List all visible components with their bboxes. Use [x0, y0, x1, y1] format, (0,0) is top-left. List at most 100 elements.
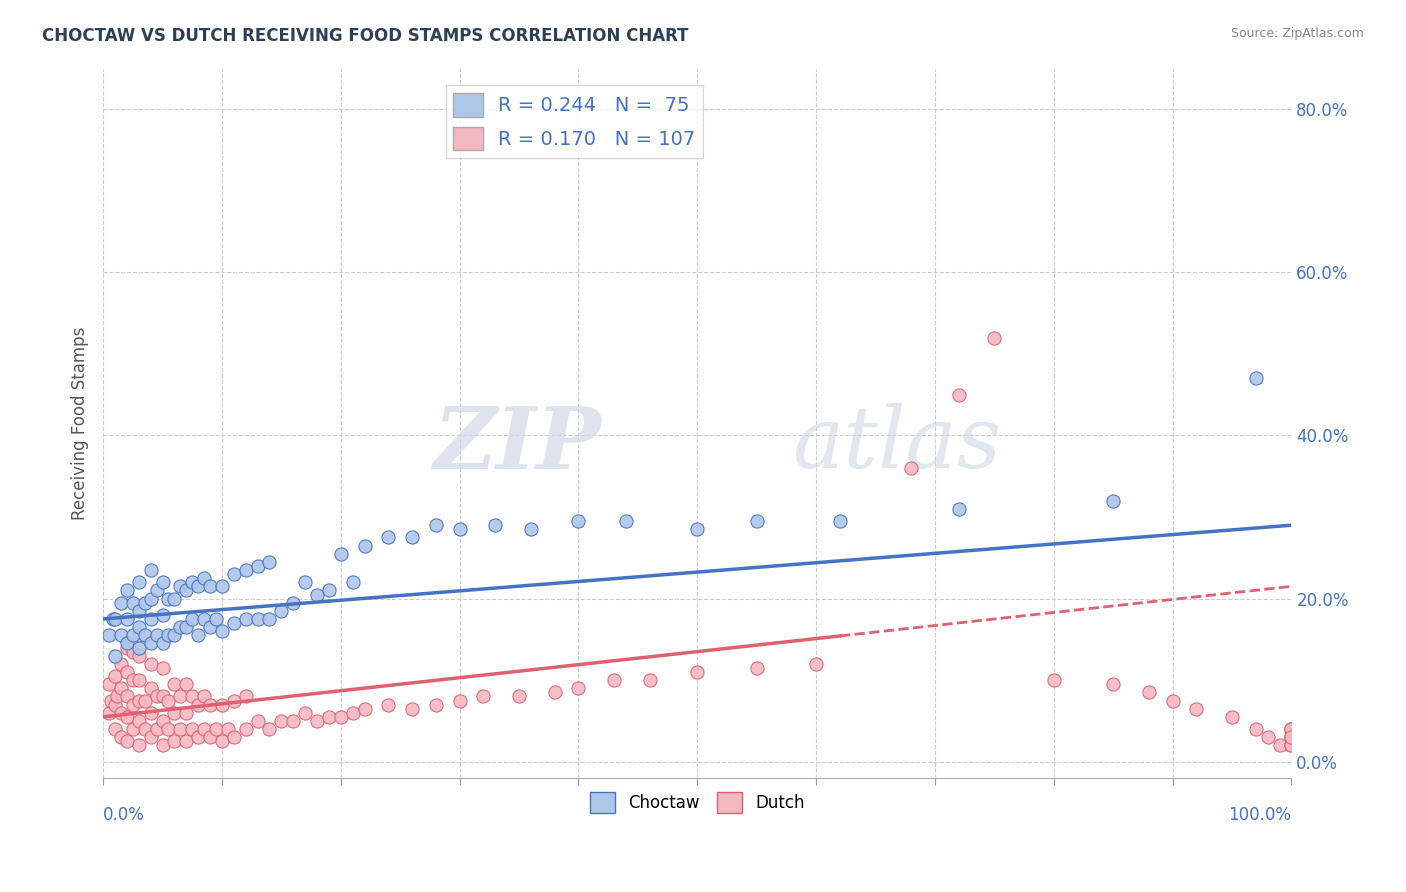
Point — [1281, 722, 1303, 736]
Point — [98, 706, 121, 720]
Point — [1281, 730, 1303, 744]
Point — [157, 693, 180, 707]
Point — [110, 681, 132, 696]
Point — [145, 722, 167, 736]
Point — [152, 575, 174, 590]
Point — [246, 612, 269, 626]
Point — [128, 628, 150, 642]
Point — [163, 677, 186, 691]
Point — [353, 539, 375, 553]
Point — [205, 722, 228, 736]
Point — [603, 673, 626, 687]
Point — [1268, 739, 1291, 753]
Point — [98, 628, 121, 642]
Point — [100, 693, 122, 707]
Point — [187, 730, 209, 744]
Point — [181, 722, 204, 736]
Point — [176, 583, 198, 598]
Point — [235, 690, 257, 704]
Point — [139, 612, 162, 626]
Point — [139, 563, 162, 577]
Point — [163, 706, 186, 720]
Point — [270, 604, 292, 618]
Point — [222, 615, 245, 630]
Point — [139, 657, 162, 671]
Point — [134, 596, 156, 610]
Point — [449, 693, 471, 707]
Legend: Choctaw, Dutch: Choctaw, Dutch — [583, 786, 811, 820]
Point — [318, 710, 340, 724]
Point — [121, 596, 143, 610]
Point — [472, 690, 495, 704]
Point — [115, 640, 138, 655]
Point — [115, 636, 138, 650]
Point — [235, 563, 257, 577]
Text: ZIP: ZIP — [434, 403, 602, 486]
Point — [157, 722, 180, 736]
Point — [104, 612, 127, 626]
Point — [181, 575, 204, 590]
Point — [176, 677, 198, 691]
Point — [157, 591, 180, 606]
Point — [246, 559, 269, 574]
Point — [211, 624, 233, 639]
Point — [128, 640, 150, 655]
Point — [181, 612, 204, 626]
Point — [1281, 739, 1303, 753]
Point — [152, 714, 174, 728]
Point — [104, 722, 127, 736]
Point — [377, 698, 399, 712]
Point — [222, 730, 245, 744]
Point — [176, 706, 198, 720]
Point — [900, 461, 922, 475]
Point — [128, 739, 150, 753]
Point — [110, 657, 132, 671]
Point — [1161, 693, 1184, 707]
Point — [246, 714, 269, 728]
Point — [198, 730, 221, 744]
Point — [484, 518, 506, 533]
Point — [425, 698, 447, 712]
Point — [1220, 710, 1243, 724]
Point — [163, 628, 186, 642]
Point — [1137, 685, 1160, 699]
Point — [329, 710, 352, 724]
Point — [211, 734, 233, 748]
Point — [145, 583, 167, 598]
Point — [1042, 673, 1064, 687]
Point — [128, 620, 150, 634]
Point — [152, 739, 174, 753]
Point — [115, 710, 138, 724]
Point — [139, 706, 162, 720]
Point — [115, 583, 138, 598]
Point — [217, 722, 239, 736]
Point — [425, 518, 447, 533]
Point — [169, 690, 191, 704]
Point — [353, 701, 375, 715]
Point — [567, 514, 589, 528]
Point — [198, 698, 221, 712]
Point — [176, 734, 198, 748]
Point — [222, 693, 245, 707]
Point — [176, 620, 198, 634]
Point — [508, 690, 530, 704]
Point — [401, 531, 423, 545]
Point — [205, 612, 228, 626]
Point — [187, 579, 209, 593]
Point — [145, 628, 167, 642]
Point — [98, 677, 121, 691]
Point — [401, 701, 423, 715]
Text: CHOCTAW VS DUTCH RECEIVING FOOD STAMPS CORRELATION CHART: CHOCTAW VS DUTCH RECEIVING FOOD STAMPS C… — [42, 27, 689, 45]
Point — [163, 591, 186, 606]
Point — [121, 673, 143, 687]
Point — [211, 579, 233, 593]
Point — [948, 502, 970, 516]
Text: 100.0%: 100.0% — [1229, 806, 1292, 824]
Point — [101, 612, 124, 626]
Point — [294, 575, 316, 590]
Point — [134, 628, 156, 642]
Point — [115, 612, 138, 626]
Point — [198, 579, 221, 593]
Point — [283, 596, 305, 610]
Point — [1281, 730, 1303, 744]
